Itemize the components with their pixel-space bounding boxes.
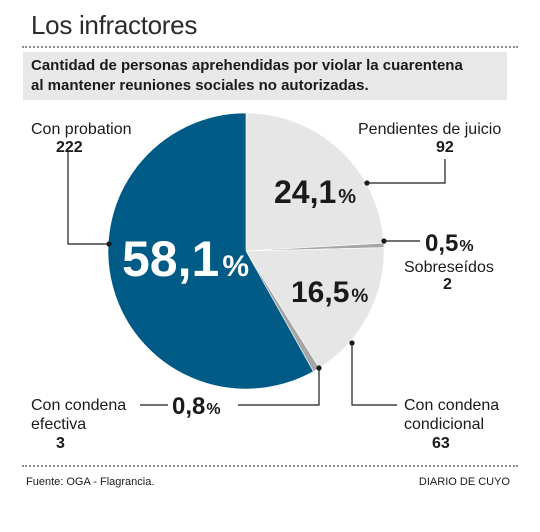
pct-label-condicional: 16,5% — [291, 276, 368, 309]
pct-label-sobreseidos: 0,5% — [425, 230, 474, 257]
label-sobreseidos-count: 2 — [443, 276, 452, 293]
subtitle-line-2: al mantener reuniones sociales no autori… — [31, 77, 369, 94]
label-pendientes-count: 92 — [436, 139, 454, 156]
pct-label-efectiva: 0,8% — [172, 393, 221, 420]
leader-line-pendientes — [367, 159, 446, 184]
leader-line-probation — [67, 152, 109, 245]
leader-dot-condicional — [349, 340, 355, 346]
pie-slice-con-condena-condicional — [245, 247, 385, 369]
label-pendientes-name: Pendientes de juicio — [358, 121, 502, 138]
leader-dots — [106, 180, 387, 371]
leader-lines — [67, 152, 446, 406]
pie-slice-pendientes-de-juicio — [245, 112, 385, 252]
source-note: Fuente: OGA - Flagrancia. — [26, 476, 155, 488]
leader-line-condicional — [351, 343, 397, 406]
leader-dot-efectiva — [316, 365, 322, 371]
pie-slices — [107, 112, 385, 390]
leader-dot-probation — [106, 241, 112, 247]
pct-label-pendientes: 24,1% — [274, 174, 356, 210]
leader-line-efectiva — [238, 368, 320, 406]
leader-dot-sobreseidos — [381, 238, 387, 244]
top-dotted-divider — [22, 46, 518, 48]
bottom-dotted-divider — [22, 465, 518, 467]
label-probation-count: 222 — [56, 139, 83, 156]
label-condicional-count: 63 — [432, 435, 450, 452]
label-efectiva-name-line1: Con condena — [31, 397, 127, 414]
label-probation-name: Con probation — [31, 121, 132, 138]
pct-label-probation: 58,1% — [122, 231, 249, 287]
pie-slice-con-probation — [107, 112, 314, 390]
chart-title: Los infractores — [31, 10, 198, 40]
label-sobreseidos-name: Sobreseídos — [404, 259, 494, 276]
publisher-credit: DIARIO DE CUYO — [418, 476, 510, 488]
chart-subtitle: Cantidad de personas aprehendidas por vi… — [23, 52, 507, 100]
label-efectiva-name-line2: efectiva — [31, 416, 87, 433]
subtitle-line-1: Cantidad de personas aprehendidas por vi… — [31, 57, 463, 74]
leader-dot-pendientes — [364, 180, 370, 186]
label-condicional-name-line1: Con condena — [404, 397, 500, 414]
label-efectiva-count: 3 — [56, 435, 65, 452]
label-condicional-name-line2: condicional — [404, 416, 485, 433]
